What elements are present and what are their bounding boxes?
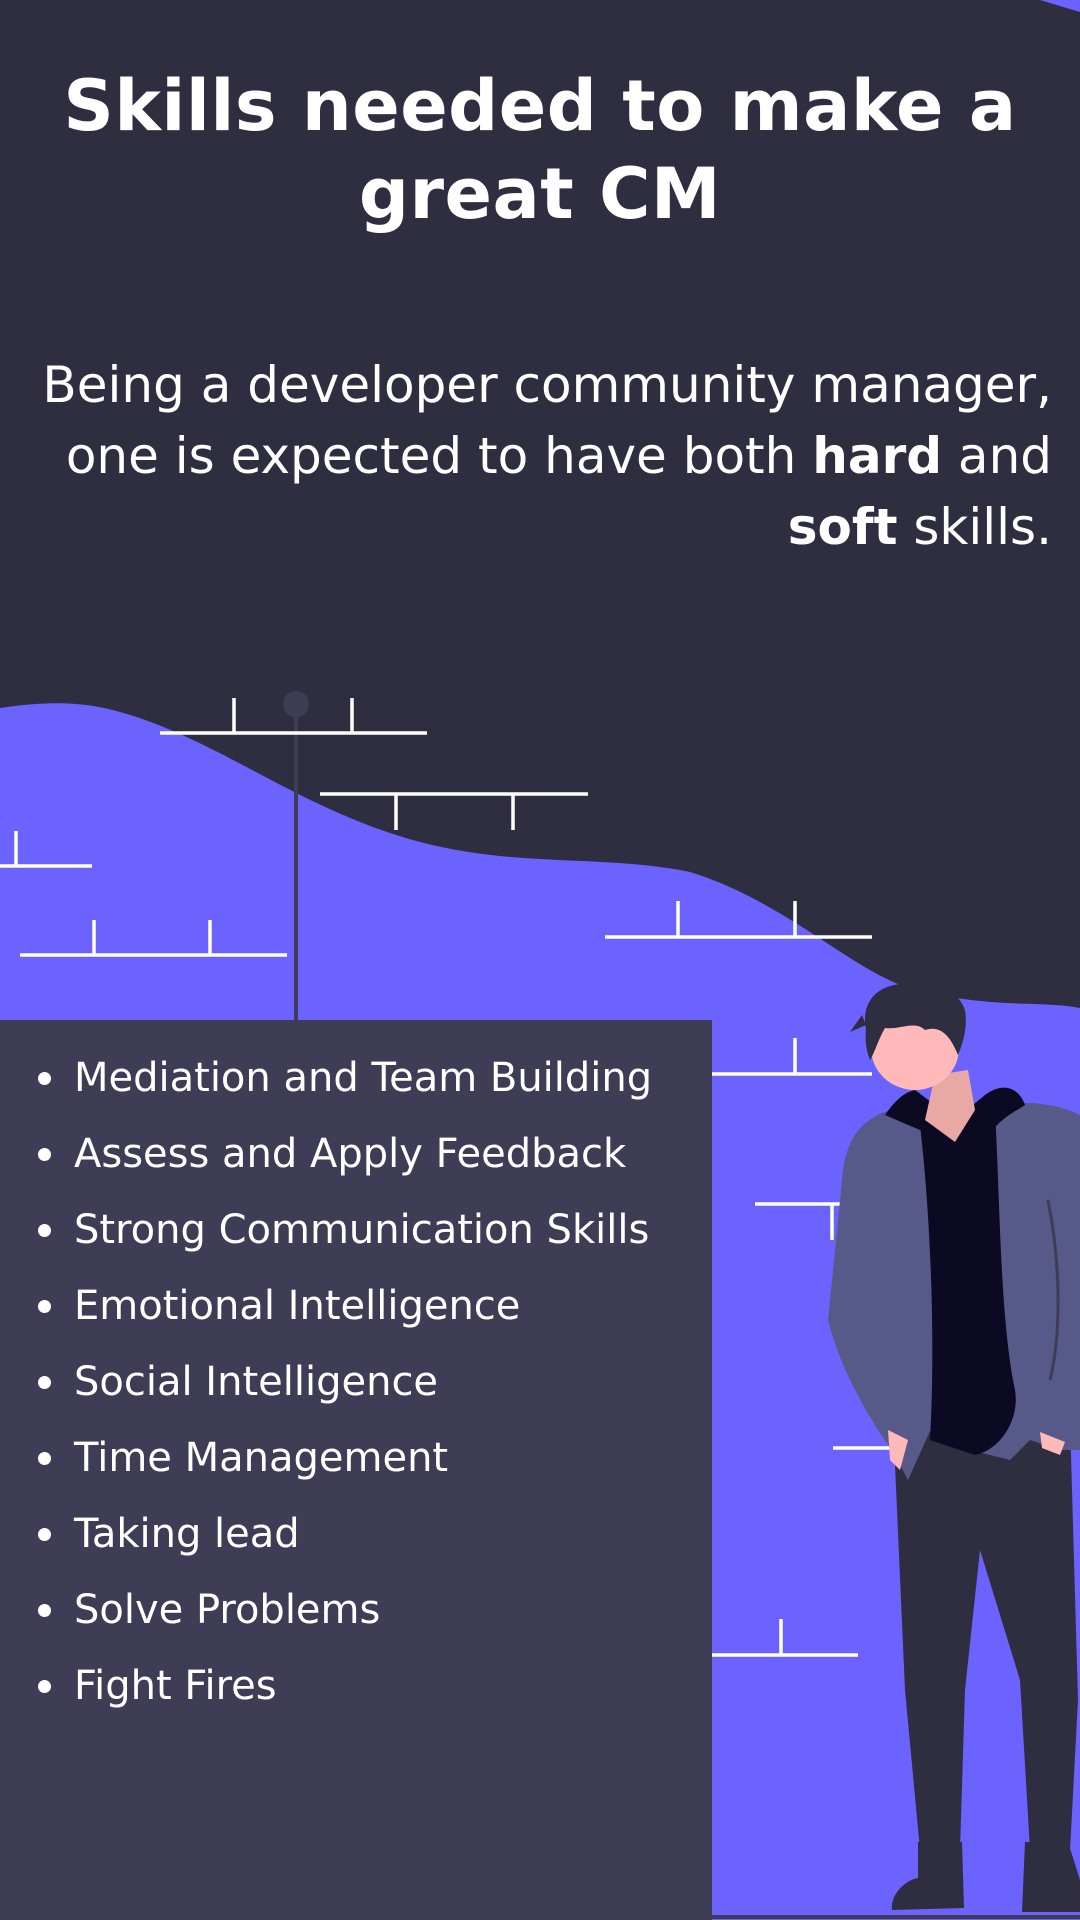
skill-label: Solve Problems xyxy=(74,1587,381,1633)
lamp-light xyxy=(283,691,309,717)
person-left-hand xyxy=(888,1430,908,1470)
list-item: Solve Problems xyxy=(0,1572,712,1648)
intro-end: skills. xyxy=(897,498,1052,556)
brick-lines xyxy=(0,698,890,1657)
bullet-icon xyxy=(38,1604,51,1617)
brick-line xyxy=(605,901,872,939)
intro-text: Being a developer community manager, one… xyxy=(30,350,1052,563)
person-shirt xyxy=(920,1110,1016,1455)
person-jacket-seam xyxy=(1046,1199,1060,1381)
intro-hard: hard xyxy=(812,427,943,485)
bullet-icon xyxy=(38,1680,51,1693)
skill-label: Mediation and Team Building xyxy=(74,1055,653,1101)
bullet-icon xyxy=(38,1224,51,1237)
list-item: Time Management xyxy=(0,1420,712,1496)
skills-list: Mediation and Team Building Assess and A… xyxy=(0,1040,712,1724)
brick-line xyxy=(320,792,588,830)
skill-label: Fight Fires xyxy=(74,1663,277,1709)
person-illustration xyxy=(828,983,1080,1912)
list-item: Emotional Intelligence xyxy=(0,1268,712,1344)
list-item: Strong Communication Skills xyxy=(0,1192,712,1268)
brick-line xyxy=(0,831,92,868)
skill-label: Emotional Intelligence xyxy=(74,1283,521,1329)
brick-line xyxy=(712,1038,872,1076)
brick-line xyxy=(20,920,287,957)
skill-label: Taking lead xyxy=(74,1511,300,1557)
page-title: Skills needed to make a great CM xyxy=(63,65,1017,235)
skills-panel xyxy=(0,1020,712,1920)
intro-soft: soft xyxy=(787,498,898,556)
list-item: Social Intelligence xyxy=(0,1344,712,1420)
skill-label: Time Management xyxy=(74,1435,449,1481)
brick-line xyxy=(712,1619,858,1657)
bullet-icon xyxy=(38,1300,51,1313)
list-item: Assess and Apply Feedback xyxy=(0,1116,712,1192)
bullet-icon xyxy=(38,1148,51,1161)
skill-label: Strong Communication Skills xyxy=(74,1207,650,1253)
bullet-icon xyxy=(38,1452,51,1465)
corner-accent xyxy=(1040,0,1080,12)
intro-middle: and xyxy=(942,427,1052,485)
person-hair xyxy=(850,983,966,1060)
brick-line xyxy=(160,698,427,735)
skill-label: Assess and Apply Feedback xyxy=(74,1131,627,1177)
person-left-shoe xyxy=(891,1842,964,1910)
bullet-icon xyxy=(38,1376,51,1389)
person-right-shoe xyxy=(1022,1842,1080,1912)
intro-text-start: Being a developer community manager, one… xyxy=(42,356,1052,485)
person-legs xyxy=(893,1420,1078,1850)
person-hood xyxy=(885,1087,1025,1150)
bullet-icon xyxy=(38,1072,51,1085)
person-right-hand xyxy=(1040,1432,1065,1455)
person-neck xyxy=(925,1070,975,1142)
brick-line xyxy=(755,1202,850,1240)
list-item: Mediation and Team Building xyxy=(0,1040,712,1116)
bullet-icon xyxy=(38,1528,51,1541)
list-item: Taking lead xyxy=(0,1496,712,1572)
list-item: Fight Fires xyxy=(0,1648,712,1724)
skill-label: Social Intelligence xyxy=(74,1359,439,1405)
